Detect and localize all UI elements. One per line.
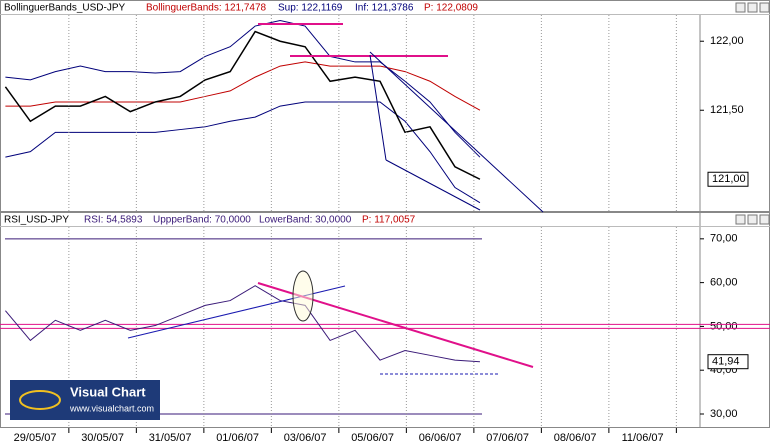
y-tick-label: 121,50: [710, 104, 744, 116]
series-line: [5, 101, 481, 204]
header-value: Sup: 122,1169: [278, 3, 343, 14]
button[interactable]: [747, 2, 758, 13]
series-line: [5, 20, 481, 158]
window-buttons: [735, 2, 770, 225]
x-tick-label: 31/05/07: [149, 432, 192, 444]
logo-title: Visual Chart: [70, 384, 146, 399]
logo-box: [10, 380, 160, 420]
watermark: Visual Chart www.visualchart.com: [10, 380, 160, 420]
logo-url: www.visualchart.com: [69, 403, 154, 413]
x-tick-label: 06/06/07: [419, 432, 462, 444]
button[interactable]: [759, 214, 770, 225]
x-tick-label: 29/05/07: [14, 432, 57, 444]
panel-title: RSI_USD-JPY: [4, 215, 69, 226]
y-tick-label: 70,00: [710, 233, 738, 245]
logo-mark: [19, 390, 61, 410]
header-value: Inf: 121,3786: [355, 3, 414, 14]
last-value-label: 41,94: [712, 356, 740, 368]
series-line: [5, 61, 481, 111]
header-value: LowerBand: 30,0000: [259, 215, 352, 226]
plot-layer: 121,50122,00SupBollinguerBandsInfUSD-JPY…: [0, 15, 770, 444]
last-value-box: [707, 171, 749, 187]
button[interactable]: [759, 2, 770, 13]
last-value-label: 121,00: [712, 173, 746, 185]
highlight: [292, 270, 314, 322]
x-tick-label: 05/06/07: [351, 432, 394, 444]
y-tick-label: 30,00: [710, 408, 738, 420]
price-header: BollinguerBands_USD-JPY BollinguerBands:…: [4, 3, 478, 14]
y-tick-label: 60,00: [710, 277, 738, 289]
channel-line: [385, 159, 481, 211]
y-tick-label: 122,00: [710, 35, 744, 47]
panel-title: BollinguerBands_USD-JPY: [4, 3, 126, 14]
header-value: UppperBand: 70,0000: [153, 215, 251, 226]
x-tick-label: 07/06/07: [486, 432, 529, 444]
last-value-box: [707, 354, 749, 370]
series-line: [5, 285, 480, 363]
button[interactable]: [735, 2, 746, 13]
x-tick-label: 03/06/07: [284, 432, 327, 444]
rsi-header: RSI_USD-JPY RSI: 54,5893 UppperBand: 70,…: [4, 215, 416, 226]
x-tick-label: 08/06/07: [554, 432, 597, 444]
button[interactable]: [735, 214, 746, 225]
channel-line: [369, 54, 387, 161]
y-tick-label: 50,00: [710, 320, 738, 332]
button[interactable]: [747, 214, 758, 225]
x-tick-label: 01/06/07: [216, 432, 259, 444]
channel-line: [369, 51, 544, 213]
header-value: P: 122,0809: [424, 3, 478, 14]
header-value: RSI: 54,5893: [84, 215, 143, 226]
series-line: [4, 30, 481, 180]
header-value: BollinguerBands: 121,7478: [146, 3, 267, 14]
x-tick-label: 30/05/07: [81, 432, 124, 444]
header-value: P: 117,0057: [362, 215, 416, 226]
drawings: [127, 23, 544, 375]
x-tick-label: 11/06/07: [622, 432, 664, 444]
